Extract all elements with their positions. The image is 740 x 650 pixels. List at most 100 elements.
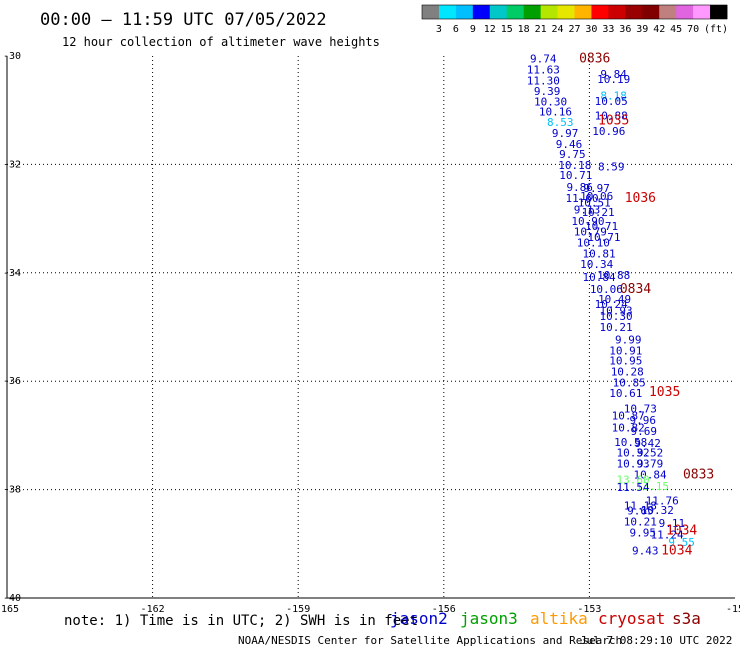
legend-altika: altika bbox=[530, 609, 588, 628]
color-swatch bbox=[710, 5, 728, 19]
x-tick-label: -153 bbox=[577, 604, 601, 615]
wave-height-label: 10.21 bbox=[600, 321, 633, 334]
grid-lines bbox=[7, 56, 735, 598]
wave-height-label: 10.73 bbox=[624, 402, 657, 415]
footer-credit: NOAA/NESDIS Center for Satellite Applica… bbox=[238, 634, 622, 647]
wave-height-label: 10.91 bbox=[609, 344, 642, 357]
wave-height-labels: 9.74 0836 11.63 9.84 11.30 10.19 9.39 8.18 10.30… bbox=[527, 52, 715, 559]
color-tick-label: 27 bbox=[568, 24, 580, 35]
color-swatch bbox=[506, 5, 525, 19]
wave-height-label: 10.81 bbox=[583, 247, 616, 260]
wave-height-label: 10.58 bbox=[614, 436, 647, 449]
wave-height-label: 10.79 bbox=[574, 226, 607, 239]
wave-height-label: 10.10 bbox=[577, 236, 610, 249]
wave-height-label: 9.97 bbox=[583, 182, 610, 195]
wave-height-label: 10.24 bbox=[595, 298, 628, 311]
wave-height-label: 9.11 bbox=[659, 517, 686, 530]
chart-subtitle: 12 hour collection of altimeter wave hei… bbox=[62, 35, 380, 49]
footer-timestamp: Jul 7 08:29:10 UTC 2022 bbox=[580, 634, 732, 647]
color-swatch bbox=[472, 5, 491, 19]
wave-height-label: 10.61 bbox=[609, 387, 642, 400]
wave-height-label: 10.93 bbox=[617, 458, 650, 471]
y-tick-label: -32 bbox=[3, 159, 21, 170]
legend-cryosat: cryosat bbox=[598, 609, 665, 628]
wave-height-label: 9.46 bbox=[556, 138, 583, 151]
wave-height-label: 9.96 bbox=[630, 414, 657, 427]
wave-height-label: 9.99 bbox=[615, 333, 642, 346]
wave-height-label: 10.96 bbox=[592, 125, 625, 138]
color-swatch bbox=[693, 5, 711, 19]
wave-height-label: 9.43 bbox=[632, 544, 659, 557]
wave-height-label: 10.87 bbox=[612, 409, 645, 422]
wave-height-label: 10.28 bbox=[611, 365, 644, 378]
y-tick-label: -34 bbox=[3, 268, 21, 279]
wave-height-label: 10.82 bbox=[612, 421, 645, 434]
wave-height-label: 10.06 bbox=[580, 190, 613, 203]
color-tick-label: 12 bbox=[484, 24, 496, 35]
wave-height-label: 10.05 bbox=[595, 95, 628, 108]
wave-height-label: 9.69 bbox=[631, 425, 658, 438]
wave-height-label: 10.85 bbox=[613, 376, 646, 389]
color-tick-label: 18 bbox=[518, 24, 530, 35]
wave-height-label: 10.95 bbox=[609, 355, 642, 368]
wave-height-label: 10.30 bbox=[534, 96, 567, 109]
wave-height-label: 9.39 bbox=[534, 85, 561, 98]
wave-height-label: 10.49 bbox=[598, 293, 631, 306]
x-tick-label: -159 bbox=[286, 604, 310, 615]
wave-height-label: 10.84 bbox=[583, 271, 616, 284]
legend-s3a: s3a bbox=[672, 609, 701, 628]
axis-tick-labels: -165 -162 -159 -156 -153 -15 -30 -32 -34 -36 -38 -4… bbox=[0, 51, 740, 615]
wave-height-label: 8.59 bbox=[598, 161, 625, 174]
wave-height-label: 8.53 bbox=[547, 116, 574, 129]
wave-height-label: 10.18 bbox=[558, 159, 591, 172]
wave-height-label: 13.15 bbox=[636, 480, 669, 493]
wave-height-label: 11.30 bbox=[527, 74, 560, 87]
pass-time-label: 0834 bbox=[620, 282, 651, 297]
header: 00:00 – 11:59 UTC 07/05/2022 12 hour col… bbox=[40, 10, 380, 49]
wave-height-label: 10.51 bbox=[578, 196, 611, 209]
pass-time-label: 1035 bbox=[598, 113, 629, 128]
color-swatch bbox=[489, 5, 508, 19]
wave-height-label: 9.13 bbox=[574, 203, 601, 216]
x-tick-label: -156 bbox=[432, 604, 456, 615]
color-tick-label: 24 bbox=[552, 24, 564, 35]
wave-height-label: 9.55 bbox=[668, 536, 695, 549]
wave-height-label: 10.06 bbox=[590, 283, 623, 296]
color-swatch bbox=[438, 5, 457, 19]
wave-height-label: 9.42 bbox=[634, 437, 661, 450]
color-swatch bbox=[608, 5, 626, 19]
color-swatch bbox=[659, 5, 677, 19]
wave-height-label: 9.84 bbox=[600, 68, 627, 81]
color-scale-bar: 3 6 9 12 15 18 21 24 27 30 33 36 39 42 45 70 (ft) bbox=[421, 4, 728, 35]
wave-height-label: 10.30 bbox=[600, 310, 633, 323]
wave-height-label: 10.90 bbox=[571, 215, 604, 228]
wave-height-label: 9.75 bbox=[559, 148, 586, 161]
color-swatch bbox=[625, 5, 643, 19]
wave-height-label: 10.71 bbox=[559, 169, 592, 182]
pass-time-label: 1034 bbox=[661, 543, 692, 558]
wave-height-label: 10.93 bbox=[600, 305, 633, 318]
wave-height-label: 9.65 bbox=[627, 505, 654, 518]
color-tick-label: 30 bbox=[585, 24, 597, 35]
color-tick-label: 45 bbox=[670, 24, 682, 35]
wave-height-label: 10.21 bbox=[582, 206, 615, 219]
color-tick-label: 70 bbox=[687, 24, 699, 35]
wave-height-label: 9.52 bbox=[637, 447, 664, 460]
wave-height-label: 11.60 bbox=[566, 192, 599, 205]
wave-height-label: 11.18 bbox=[624, 499, 657, 512]
satellite-legend: jason2 jason3 altika cryosat s3a bbox=[390, 609, 701, 628]
color-tick-label: 6 bbox=[453, 24, 459, 35]
wave-height-label: 9.74 bbox=[530, 53, 557, 66]
pass-time-label: 1034 bbox=[666, 523, 697, 538]
color-swatch bbox=[557, 5, 575, 19]
y-tick-label: -38 bbox=[3, 485, 21, 496]
pass-time-label: 1036 bbox=[625, 191, 656, 206]
color-swatch bbox=[676, 5, 694, 19]
wave-height-label: 10.71 bbox=[585, 220, 618, 233]
legend-jason3: jason3 bbox=[460, 609, 518, 628]
color-bar-outline bbox=[421, 4, 728, 20]
plot-frame bbox=[6, 56, 735, 599]
chart-title: 00:00 – 11:59 UTC 07/05/2022 bbox=[40, 10, 327, 30]
color-swatch bbox=[574, 5, 592, 19]
wave-height-label: 13.60 bbox=[617, 473, 650, 486]
